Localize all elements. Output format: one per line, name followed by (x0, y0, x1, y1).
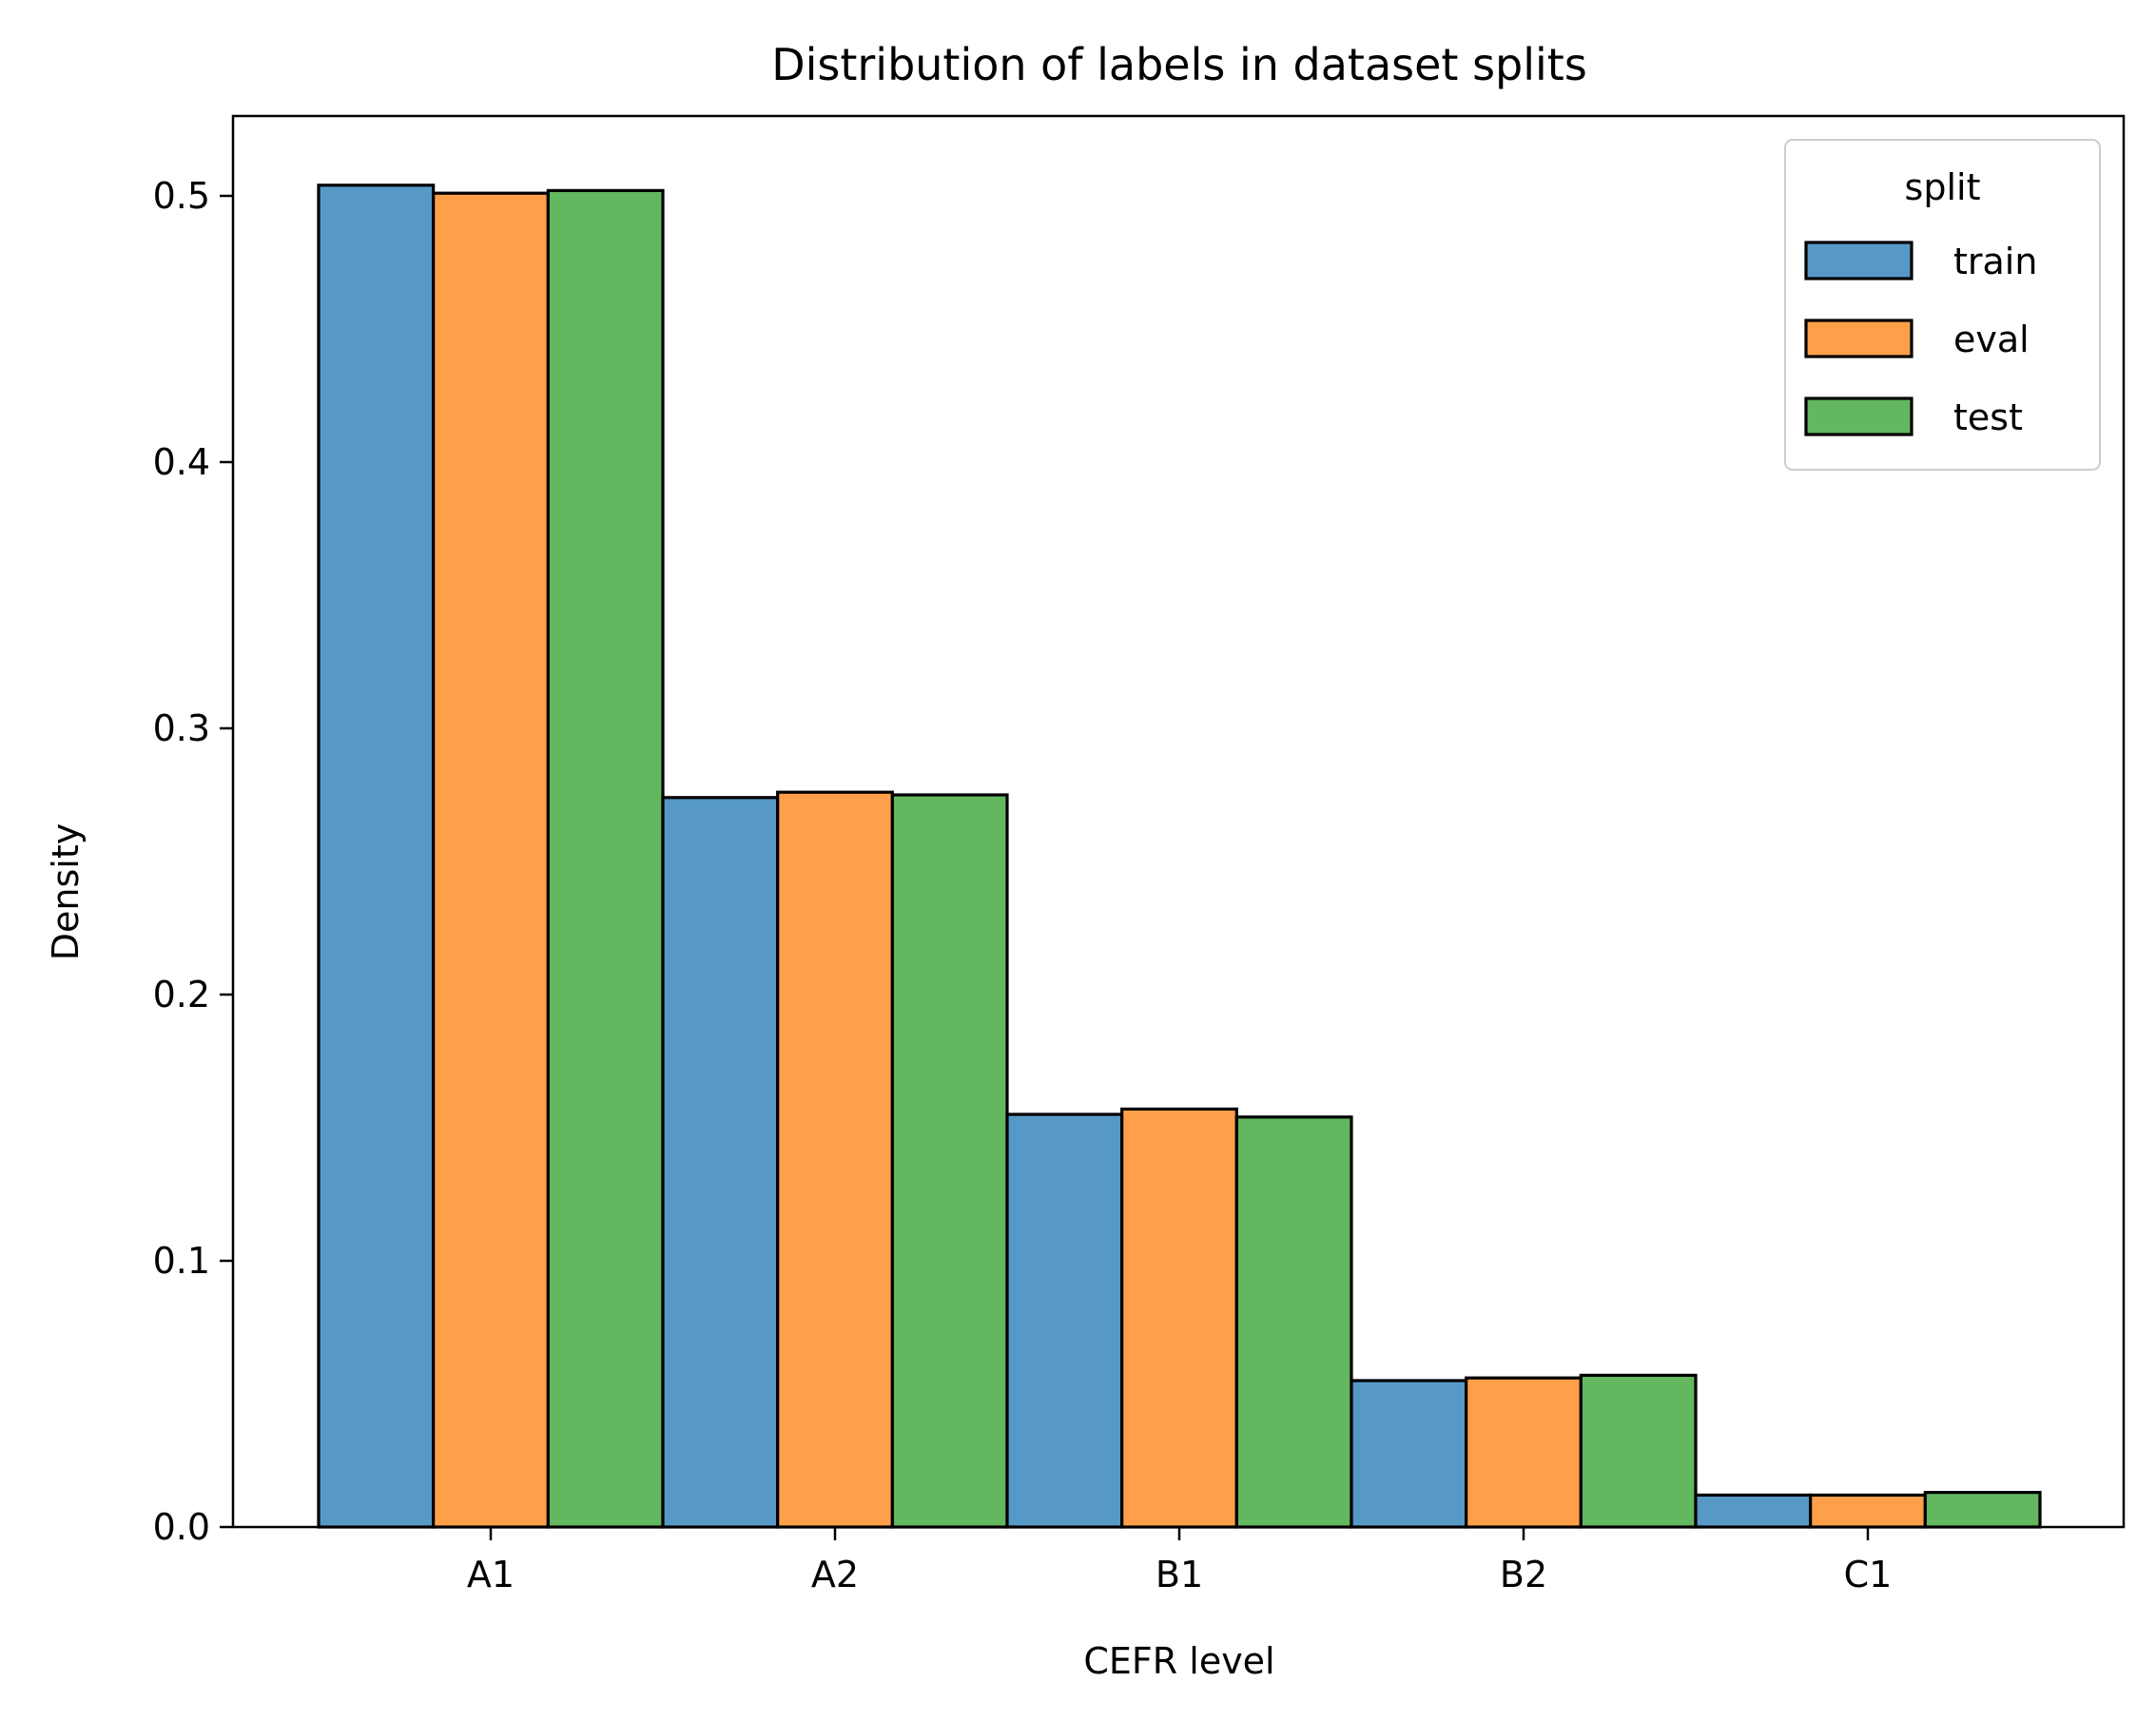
y-tick-label: 0.0 (153, 1506, 210, 1548)
bar-test-A2 (890, 793, 1009, 1529)
legend-swatch-eval (1804, 319, 1913, 358)
bar-train-A2 (661, 796, 780, 1529)
bar-test-B2 (1579, 1373, 1698, 1529)
bar-eval-C1 (1809, 1493, 1927, 1529)
y-tick-label: 0.3 (153, 707, 210, 749)
y-tick-label: 0.1 (153, 1240, 210, 1282)
bar-eval-B2 (1465, 1376, 1583, 1529)
x-tick-label: A1 (467, 1554, 515, 1595)
bar-train-C1 (1694, 1493, 1813, 1529)
bar-train-B2 (1350, 1379, 1468, 1529)
x-tick-label: B1 (1156, 1554, 1203, 1595)
legend-label-test: test (1953, 396, 2023, 438)
x-tick-label: A2 (811, 1554, 859, 1595)
bar-test-C1 (1923, 1490, 2042, 1529)
y-tick-label: 0.4 (153, 441, 210, 483)
x-axis-label: CEFR level (1083, 1640, 1274, 1682)
bar-eval-A2 (776, 790, 894, 1529)
legend-box (1784, 139, 2101, 471)
bar-eval-B1 (1120, 1107, 1238, 1529)
bar-test-B1 (1234, 1115, 1353, 1529)
legend-label-eval: eval (1953, 319, 2030, 360)
legend-swatch-test (1804, 396, 1913, 436)
x-tick-label: B2 (1500, 1554, 1547, 1595)
bar-test-A1 (546, 188, 665, 1529)
y-tick-label: 0.5 (153, 175, 210, 217)
bar-eval-A1 (432, 191, 550, 1529)
x-tick-label: C1 (1844, 1554, 1893, 1595)
legend: split train eval test (1784, 139, 2101, 471)
legend-title: split (1905, 166, 1981, 208)
y-axis-label: Density (45, 823, 87, 960)
bar-train-A1 (317, 184, 436, 1529)
y-tick-label: 0.2 (153, 974, 210, 1015)
bar-train-B1 (1005, 1112, 1124, 1529)
legend-label-train: train (1953, 241, 2037, 282)
plot-area: 0.0 0.1 0.2 0.3 0.4 0.5 A1 A2 B1 B2 C1 (153, 114, 2126, 1595)
chart-title: Distribution of labels in dataset splits (771, 39, 1587, 90)
legend-swatch-train (1804, 241, 1913, 280)
